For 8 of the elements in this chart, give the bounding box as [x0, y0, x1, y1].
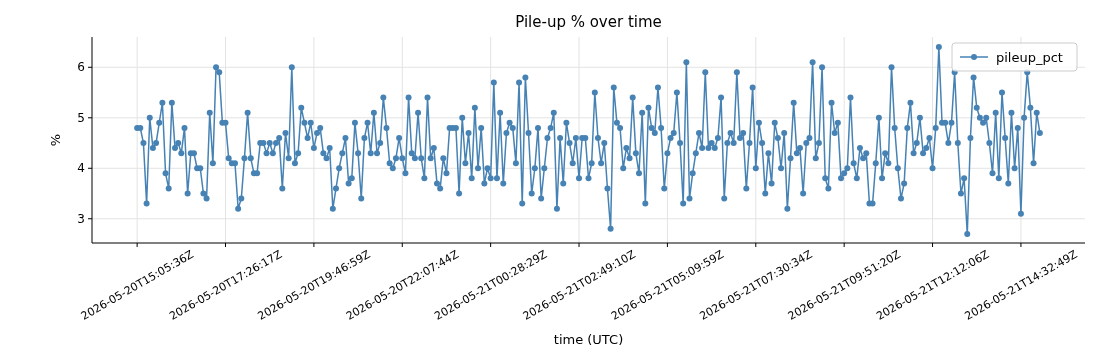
chart-title: Pile-up % over time: [515, 13, 662, 31]
y-tick-label: 3: [77, 211, 85, 226]
y-axis-title: %: [48, 133, 63, 147]
legend-label: pileup_pct: [996, 49, 1063, 65]
y-tick-label: 6: [77, 60, 85, 75]
y-tick-label: 4: [77, 161, 85, 176]
y-tick-label: 5: [77, 110, 85, 125]
x-axis-title: time (UTC): [553, 332, 624, 347]
